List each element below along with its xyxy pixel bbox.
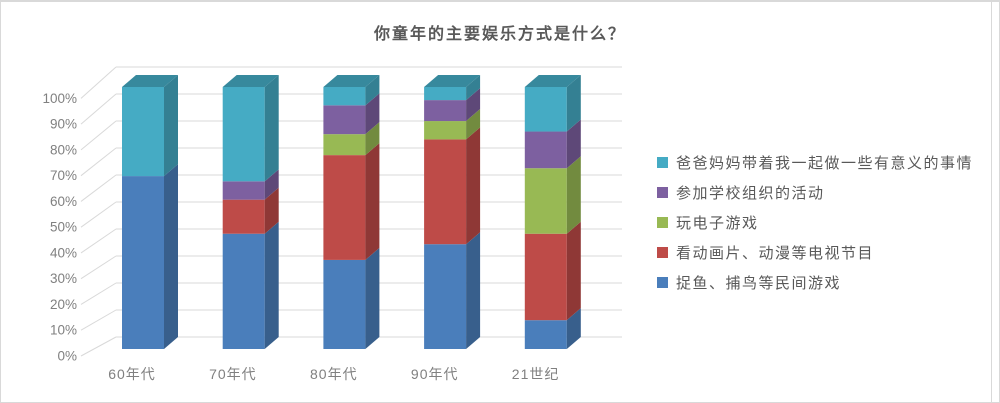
bar-segment-side [264, 75, 279, 182]
grid-diagonal [80, 201, 117, 228]
bar-segment-side [566, 75, 581, 132]
legend: 爸爸妈妈带着我一起做一些有意义的事情 参加学校组织的活动 玩电子游戏看动画片、动漫等… [657, 147, 973, 297]
bar-segment-side [164, 164, 178, 349]
x-category-label: 21世纪 [512, 366, 560, 382]
bar-segment-side [566, 221, 581, 321]
bar-segment [122, 176, 164, 349]
y-tick-label: 80% [50, 142, 77, 157]
y-tick-label: 30% [50, 271, 77, 286]
bar-segment-side [466, 232, 481, 349]
bar-segment [122, 87, 164, 177]
bar-segment [222, 87, 265, 182]
y-tick-label: 20% [50, 297, 77, 312]
bar-segment-side [164, 75, 178, 177]
bar-segment [222, 181, 265, 200]
grid-diagonal [80, 174, 117, 202]
grid-diagonal [80, 282, 117, 305]
bar-segment-side [566, 156, 581, 234]
legend-swatch-icon [657, 216, 668, 228]
bar-segment [424, 121, 467, 140]
legend-label: 看动画片、动漫等电视节目 [676, 244, 875, 262]
y-tick-label: 60% [50, 194, 77, 209]
grid-diagonal [80, 120, 117, 151]
bar-segment [524, 87, 567, 132]
bar-segment [524, 168, 567, 234]
bar-segment-side [264, 169, 279, 200]
legend-label: 爸爸妈妈带着我一起做一些有意义的事情 [676, 154, 974, 172]
legend-label: 玩电子游戏 [676, 214, 759, 232]
x-category-label: 90年代 [411, 366, 459, 382]
legend-label: 参加学校组织的活动 [676, 184, 825, 202]
bar-segment [222, 233, 265, 349]
grid-diagonal [80, 255, 117, 280]
legend-label: 捉鱼、捕鸟等民间游戏 [676, 274, 842, 292]
bar-segment [424, 87, 467, 101]
y-tick-label: 50% [50, 220, 77, 235]
bar-segment [424, 139, 467, 245]
bar-top-face [323, 75, 380, 87]
grid-diagonal [80, 228, 117, 254]
bar-segment-side [264, 221, 279, 349]
grid-diagonal [80, 93, 117, 125]
bar-segment [524, 131, 567, 169]
legend-item: 看动画片、动漫等电视节目 [657, 244, 973, 262]
bar-segment-side [365, 93, 380, 135]
x-category-label: 70年代 [209, 366, 257, 382]
bar-segment-side [566, 119, 581, 169]
legend-swatch-icon [657, 276, 668, 288]
grid-diagonal [80, 309, 117, 331]
bar-segment-side [566, 308, 581, 349]
y-tick-label: 100% [42, 91, 77, 106]
chart-title: 你童年的主要娱乐方式是什么？ [373, 26, 626, 43]
y-tick-label: 90% [50, 117, 77, 132]
y-tick-label: 70% [50, 168, 77, 183]
x-category-label: 60年代 [108, 366, 156, 382]
bar-segment-side [365, 143, 380, 260]
bar-top-face [524, 75, 581, 87]
legend-swatch-icon [657, 186, 668, 198]
legend-item: 参加学校组织的活动 [657, 184, 973, 202]
grid-diagonal [80, 147, 117, 177]
legend-item: 爸爸妈妈带着我一起做一些有意义的事情 [657, 154, 974, 172]
bar-segment-side [365, 247, 380, 349]
bar-segment-side [466, 88, 481, 122]
y-tick-label: 10% [50, 323, 77, 338]
bar-segment [323, 155, 366, 260]
bar-segment [222, 199, 265, 234]
bar-segment [323, 87, 366, 106]
bar-segment-side [466, 75, 481, 101]
y-tick-label: 0% [57, 349, 77, 364]
bar-segment [323, 259, 366, 349]
bar-segment [524, 320, 567, 349]
bar-segment-side [466, 109, 481, 140]
legend-swatch-icon [657, 156, 668, 168]
bar-segment [323, 134, 366, 156]
frame-inner-border [991, 2, 992, 402]
bar-top-face [122, 75, 178, 87]
bar-segment-side [365, 75, 380, 106]
bar-top-face [222, 75, 279, 87]
bar-segment-side [264, 187, 279, 234]
legend-item: 捉鱼、捕鸟等民间游戏 [657, 274, 973, 292]
bar-segment [323, 105, 366, 135]
bar-segment [424, 100, 467, 122]
bar-top-face [424, 75, 481, 87]
y-tick-label: 40% [50, 245, 77, 260]
grid-diagonal [80, 336, 117, 357]
bar-segment [524, 233, 567, 321]
bar-segment-side [466, 127, 481, 245]
legend-swatch-icon [657, 246, 668, 258]
bar-segment-side [365, 122, 380, 156]
bar-segment [424, 244, 467, 349]
legend-item: 玩电子游戏 [657, 214, 973, 232]
grid-diagonal [80, 66, 117, 99]
x-category-label: 80年代 [310, 366, 358, 382]
